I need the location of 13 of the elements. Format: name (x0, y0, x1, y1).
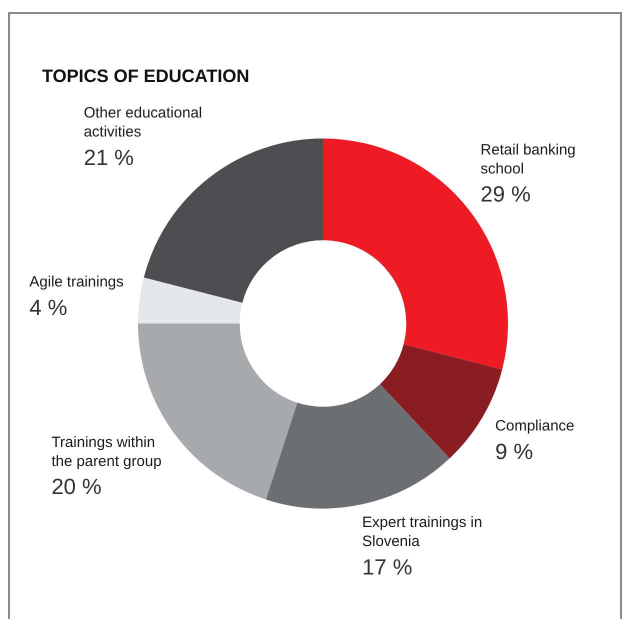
data-label: 29 % (480, 182, 531, 207)
data-label: 4 % (29, 295, 68, 320)
data-label: 9 % (495, 438, 534, 464)
slice-label: Other educational activities (84, 104, 202, 141)
data-label: 20 % (51, 474, 102, 500)
slice-label: Trainings within the parent group (51, 434, 162, 470)
slice-label: Expert trainings in Slovenia (362, 514, 482, 550)
slice-label: Retail banking school (480, 141, 576, 178)
slice-label: Agile trainings (29, 274, 124, 291)
data-label: 21 % (84, 145, 134, 170)
slice-label: Compliance (495, 418, 574, 435)
data-label: 17 % (362, 554, 412, 580)
chart-title: TOPICS OF EDUCATION (42, 66, 250, 87)
